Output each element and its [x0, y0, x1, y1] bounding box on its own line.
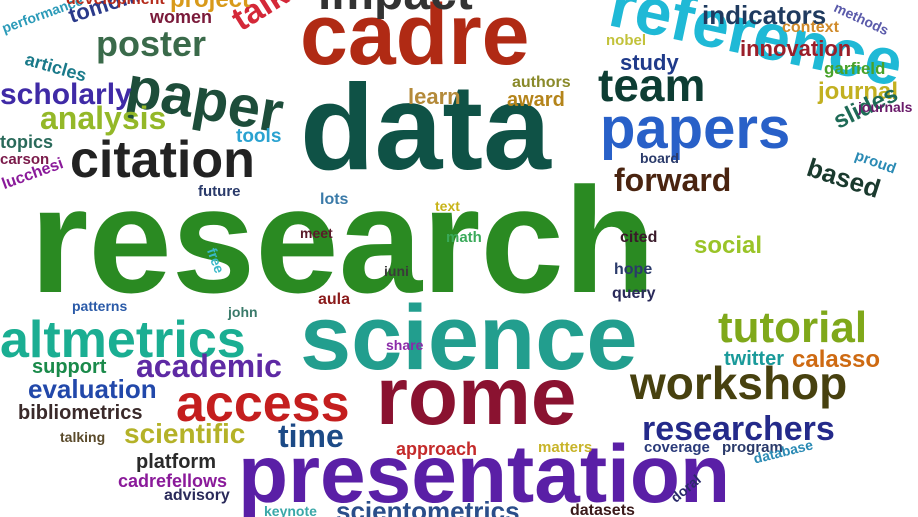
- word-coverage: coverage: [644, 439, 710, 456]
- word-query: query: [612, 285, 656, 302]
- word-iuni: iuni: [384, 263, 409, 279]
- word-papers: papers: [600, 96, 791, 161]
- word-lots: lots: [320, 191, 349, 208]
- word-research: research: [30, 156, 656, 324]
- word-team: team: [598, 59, 706, 111]
- word-aula: aula: [318, 291, 351, 308]
- word-patterns: patterns: [72, 298, 128, 314]
- word-context: context: [782, 19, 839, 36]
- word-hope: hope: [614, 261, 653, 278]
- word-board: board: [640, 150, 679, 166]
- word-study: study: [620, 50, 679, 75]
- word-impact: impact: [318, 0, 473, 18]
- word-evaluation: evaluation: [28, 374, 157, 404]
- word-bibliometrics: bibliometrics: [18, 402, 143, 424]
- word-program: program: [722, 439, 783, 456]
- word-rome: rome: [376, 351, 577, 442]
- word-tools: tools: [236, 126, 282, 147]
- word-science: science: [300, 287, 638, 389]
- word-carson: carson: [0, 151, 50, 168]
- word-project: project: [170, 0, 250, 12]
- word-scholarly: scholarly: [0, 78, 132, 111]
- word-math: math: [446, 229, 482, 246]
- word-workshop: workshop: [630, 357, 848, 409]
- word-development: development: [66, 0, 165, 8]
- word-talking: talking: [60, 429, 106, 445]
- word-share: share: [386, 337, 424, 353]
- word-women: women: [150, 7, 213, 27]
- word-scientific: scientific: [124, 418, 246, 449]
- word-learn: learn: [408, 84, 461, 109]
- word-approach: approach: [396, 439, 478, 459]
- word-garfield: garfield: [824, 59, 886, 78]
- word-keynote: keynote: [264, 503, 317, 517]
- word-platform: platform: [136, 451, 216, 473]
- word-john: john: [228, 304, 258, 320]
- word-nobel: nobel: [606, 32, 646, 49]
- word-calasso: calasso: [792, 346, 881, 373]
- word-social: social: [694, 232, 763, 259]
- word-twitter: twitter: [724, 348, 784, 370]
- word-indicators: indicators: [702, 0, 827, 30]
- word-datasets: datasets: [570, 502, 635, 517]
- word-support: support: [32, 356, 107, 378]
- word-cited: cited: [620, 229, 658, 246]
- word-meet: meet: [300, 225, 333, 241]
- word-citation: citation: [70, 131, 255, 189]
- word-matters: matters: [538, 439, 593, 456]
- word-data: data: [300, 59, 551, 195]
- word-journals: journals: [858, 99, 913, 115]
- word-forward: forward: [614, 162, 732, 198]
- word-innovation: innovation: [740, 36, 852, 61]
- word-future: future: [198, 183, 241, 200]
- word-academic: academic: [136, 348, 282, 384]
- word-topics: topics: [0, 132, 54, 152]
- word-text: text: [435, 198, 460, 214]
- word-cadrefellows: cadrefellows: [118, 471, 228, 491]
- word-scientometrics: scientometrics: [336, 496, 520, 517]
- word-time: time: [278, 418, 344, 454]
- word-award: award: [507, 89, 565, 111]
- word-advisory: advisory: [164, 487, 230, 504]
- word-presentation: presentation: [238, 429, 731, 517]
- word-authors: authors: [512, 74, 571, 91]
- word-journal: journal: [818, 78, 899, 105]
- word-altmetrics: altmetrics: [0, 311, 246, 369]
- word-poster: poster: [96, 23, 207, 64]
- word-analysis: analysis: [40, 100, 167, 136]
- word-tutorial: tutorial: [718, 303, 868, 352]
- word-researchers: researchers: [642, 410, 835, 448]
- word-cadre: cadre: [300, 0, 530, 83]
- word-access: access: [176, 375, 350, 433]
